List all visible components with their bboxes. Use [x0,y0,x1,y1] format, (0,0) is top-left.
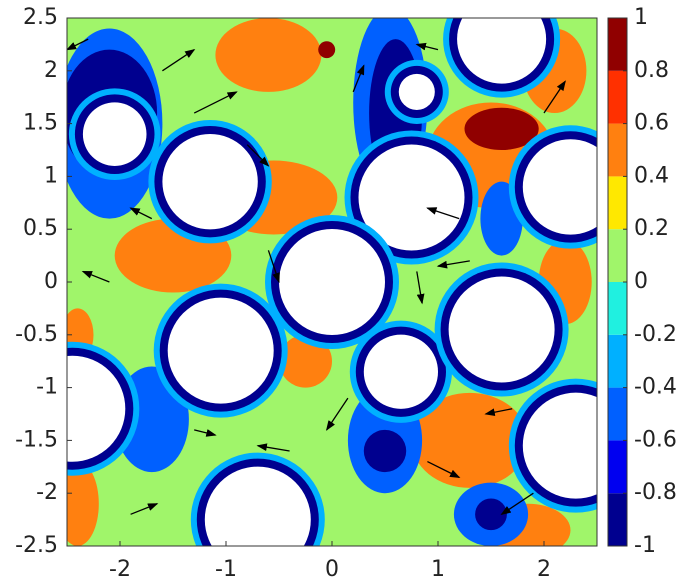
quiver-arrow [484,408,513,417]
colorbar-tick-label: -0.8 [634,480,677,505]
x-tick-label: 1 [431,557,445,582]
quiver-arrow [256,443,290,452]
contour-region [215,18,322,92]
y-tick-label: -1 [36,375,58,400]
contour-region [279,334,332,388]
x-tick-label: -1 [215,557,237,582]
y-tick-label: 0.5 [23,216,58,241]
colorbar-tick-label: -0.2 [634,322,677,347]
obstacle [522,139,597,235]
obstacle [279,229,385,335]
obstacle [457,18,547,84]
contour-region [363,429,407,473]
quiver-arrow [267,250,280,284]
y-tick-label: 2.5 [23,5,58,30]
colorbar-tick-label: 1 [634,5,648,30]
colorbar-tick-label: -0.6 [634,427,677,452]
obstacle [67,355,126,462]
quiver-arrow [325,397,349,431]
colorbar-tick-label: 0.2 [634,216,669,241]
axes: -2 -1 0 1 2 -2.5 -2 -1.5 -1 -0.5 0 0.5 1 1.5 2 2.5 [15,5,551,582]
y-tick-label: -2 [36,480,58,505]
quiver-arrow [436,260,470,269]
colorbar-tick-label: 0.8 [634,58,669,83]
colorbar-band [608,334,627,388]
quiver-arrow [500,492,534,516]
obstacle [82,102,147,166]
x-tick-label: 0 [325,557,339,582]
quiver-arrow [543,80,566,114]
contour-region [67,461,99,546]
y-tick-label: 1 [44,163,58,188]
colorbar-band [608,493,627,546]
quiver-arrow [246,144,270,167]
obstacle [162,133,258,230]
y-tick-label: 2 [44,58,58,83]
y-tick-label: 0 [44,269,58,294]
colorbar-band [608,70,627,124]
plot-area [67,18,597,546]
y-tick-label: -0.5 [15,322,58,347]
colorbar: -1 -0.8 -0.6 -0.4 -0.2 0 0.2 0.4 0.6 0.8 1 [607,5,677,558]
obstacle [204,466,311,546]
y-tick-label: -1.5 [15,427,58,452]
colorbar-band [608,282,627,335]
colorbar-band [608,18,627,71]
quiver-arrow [415,42,439,51]
contour-region [318,41,336,59]
contour-region [411,392,529,488]
contour-region [475,498,507,531]
colorbar-tick-label: 0.4 [634,163,669,188]
colorbar-band [608,387,627,441]
quiver-arrow [416,271,425,305]
quiver-arrow [193,91,238,114]
quiver-arrow [130,503,159,515]
obstacle [522,392,597,499]
x-tick-label: -2 [109,557,131,582]
contour-region [464,107,539,150]
quiver-arrow [129,207,153,220]
obstacle [358,144,465,251]
colorbar-tick-label: 0 [634,269,648,294]
quiver-arrow [427,460,461,478]
quiver-arrow [352,64,365,93]
obstacle [448,276,555,383]
colorbar-tick-label: 0.6 [634,111,669,136]
y-tick-label: -2.5 [15,533,58,558]
quiver-arrow [162,48,196,72]
quiver-arrow [194,429,217,437]
colorbar-band [608,123,627,177]
quiver-arrow [426,207,460,220]
obstacle [167,297,274,404]
quiver-arrow [81,270,110,283]
obstacle [398,73,435,110]
x-tick-label: 2 [537,557,551,582]
obstacle [363,334,438,409]
colorbar-band [608,176,627,230]
colorbar-band [608,440,627,494]
quiver-arrow [67,38,89,51]
colorbar-band [608,229,627,282]
colorbar-tick-label: -1 [634,533,656,558]
y-tick-label: 1.5 [23,111,58,136]
colorbar-tick-label: -0.4 [634,375,677,400]
